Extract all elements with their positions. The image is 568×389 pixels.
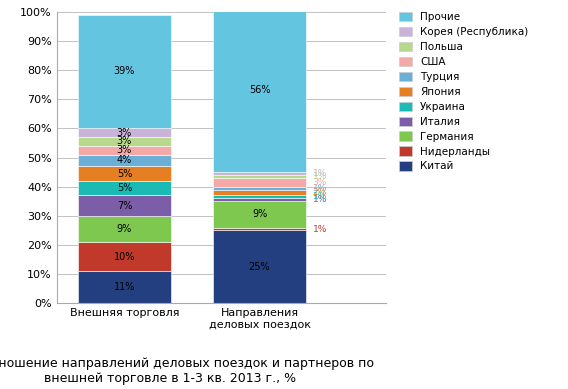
Text: 1%: 1% — [313, 172, 327, 181]
Bar — [78, 242, 171, 272]
Text: 25%: 25% — [249, 262, 270, 272]
Text: 4%: 4% — [117, 156, 132, 165]
Text: 3%: 3% — [313, 178, 327, 187]
Text: 10%: 10% — [114, 252, 135, 262]
Text: 56%: 56% — [249, 86, 270, 95]
Text: Соотношение направлений деловых поездок и партнеров по
внешней торговле в 1-3 кв: Соотношение направлений деловых поездок … — [0, 357, 374, 385]
Text: 3%: 3% — [117, 145, 132, 155]
Text: 9%: 9% — [252, 209, 267, 219]
Text: 2%: 2% — [313, 188, 327, 197]
Text: 1%: 1% — [313, 195, 327, 204]
Bar — [78, 166, 171, 181]
Bar — [78, 216, 171, 242]
Bar — [78, 196, 171, 216]
Bar — [78, 272, 171, 303]
Bar — [213, 187, 306, 190]
Bar — [213, 9, 306, 172]
Bar — [78, 181, 171, 196]
Bar — [213, 172, 306, 175]
Text: 7%: 7% — [116, 201, 132, 211]
Text: 1%: 1% — [313, 193, 327, 202]
Bar — [213, 228, 306, 230]
Text: 3%: 3% — [117, 137, 132, 147]
Bar — [78, 137, 171, 146]
Text: 5%: 5% — [116, 168, 132, 179]
Bar — [78, 146, 171, 155]
Bar — [213, 190, 306, 196]
Bar — [213, 178, 306, 187]
Bar — [213, 230, 306, 303]
Bar — [213, 175, 306, 178]
Bar — [213, 196, 306, 198]
Text: 9%: 9% — [117, 224, 132, 234]
Text: 1%: 1% — [313, 224, 327, 233]
Bar — [213, 198, 306, 202]
Bar — [78, 14, 171, 128]
Text: 1%: 1% — [313, 169, 327, 178]
Bar — [213, 202, 306, 228]
Text: 1%: 1% — [313, 184, 327, 193]
Text: 5%: 5% — [116, 183, 132, 193]
Text: 11%: 11% — [114, 282, 135, 293]
Bar — [78, 155, 171, 166]
Text: 3%: 3% — [117, 128, 132, 138]
Text: 39%: 39% — [114, 67, 135, 77]
Bar — [78, 128, 171, 137]
Legend: Прочие, Корея (Республика), Польша, США, Турция, Япония, Украина, Италия, Герман: Прочие, Корея (Республика), Польша, США,… — [398, 11, 529, 173]
